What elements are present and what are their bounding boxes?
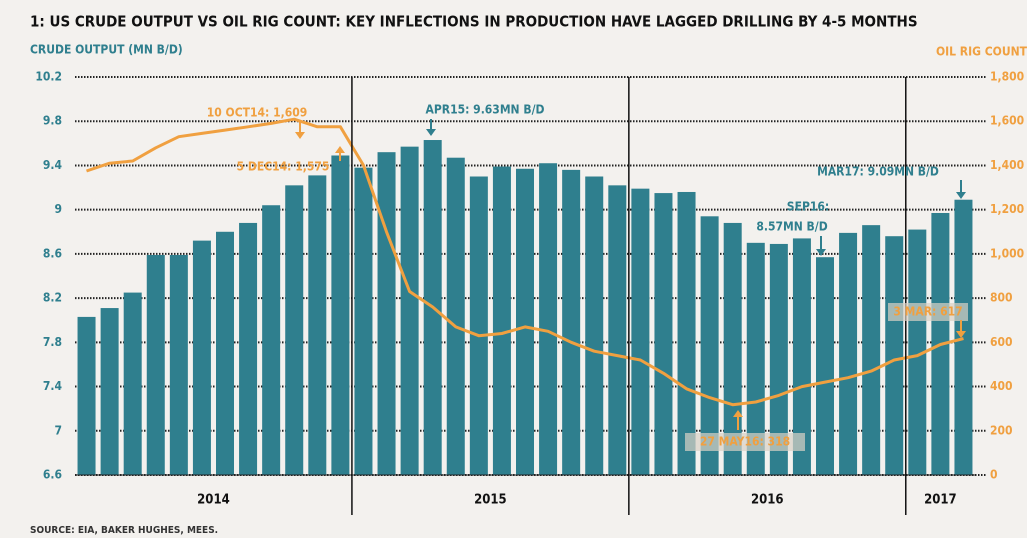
y2-tick-label: 400 <box>990 379 1013 393</box>
annotation: APR15: 9.63MN B/D <box>426 103 545 117</box>
y2-tick-label: 1,600 <box>990 114 1024 128</box>
bar <box>700 216 719 476</box>
bar <box>631 188 650 475</box>
y-tick-label: 8.6 <box>43 246 62 260</box>
bar <box>792 238 811 475</box>
bar <box>769 243 788 475</box>
y-tick-label: 9.4 <box>43 158 63 172</box>
bar <box>331 155 350 475</box>
annotation: 8.57MN B/D <box>756 220 827 234</box>
chart-title: 1: US CRUDE OUTPUT VS OIL RIG COUNT: KEY… <box>30 13 918 31</box>
y-axis-label: CRUDE OUTPUT (MN B/D) <box>30 43 183 57</box>
y2-tick-label: 1,200 <box>990 202 1024 216</box>
y-tick-label: 10.2 <box>35 70 62 84</box>
y2-tick-label: 1,400 <box>990 158 1024 172</box>
annotation: MAR17: 9.09MN B/D <box>817 165 939 179</box>
bar <box>446 157 465 475</box>
annotation-bg <box>685 433 805 451</box>
bar <box>400 146 419 475</box>
annotation-bg <box>888 303 968 321</box>
bar <box>169 254 188 475</box>
annotation-arrowhead <box>733 410 743 417</box>
y2-tick-label: 0 <box>990 468 998 482</box>
bar <box>77 316 96 475</box>
bar <box>516 168 534 475</box>
y-tick-label: 7.8 <box>43 335 62 349</box>
annotation-arrowhead <box>956 192 966 199</box>
y-tick-label: 6.6 <box>43 468 62 482</box>
x-year-label: 2015 <box>474 493 507 508</box>
bar <box>908 229 927 475</box>
y2-tick-label: 800 <box>990 291 1013 305</box>
annotation-arrowhead <box>956 331 966 338</box>
y2-axis-label: OIL RIG COUNT <box>936 45 1027 59</box>
annotation: SEP16: <box>787 200 829 214</box>
bar <box>285 185 304 475</box>
annotation: 5 DEC14: 1,575 <box>237 160 330 174</box>
bar <box>839 232 858 475</box>
y-tick-label: 7.4 <box>43 379 63 393</box>
bar <box>492 166 511 476</box>
y2-tick-label: 1,000 <box>990 246 1024 260</box>
bar <box>262 205 281 475</box>
y-tick-label: 7 <box>54 423 62 437</box>
annotation-arrowhead <box>816 249 826 256</box>
bar <box>146 254 165 475</box>
bar <box>746 242 765 475</box>
annotation-arrowhead <box>295 132 305 139</box>
x-year-label: 2016 <box>751 493 784 508</box>
annotation-arrowhead <box>335 146 345 153</box>
bar <box>608 185 627 475</box>
bar <box>308 175 327 475</box>
annotation: 27 MAY16: 318 <box>700 435 790 449</box>
bar <box>654 193 673 476</box>
bar <box>469 176 488 475</box>
bar <box>539 163 558 475</box>
rig-count-line <box>86 117 964 407</box>
bar <box>192 240 211 475</box>
y-tick-label: 8.2 <box>43 291 62 305</box>
source: SOURCE: EIA, BAKER HUGHES, MEES. <box>30 525 218 536</box>
bar <box>585 176 604 475</box>
annotation: 10 OCT14: 1,609 <box>207 106 308 120</box>
bar <box>816 257 834 475</box>
x-year-label: 2017 <box>924 493 957 508</box>
bar <box>354 167 373 475</box>
y2-tick-label: 1,800 <box>990 70 1024 84</box>
annotation: 3 MAR: 617 <box>893 305 962 319</box>
y-tick-label: 9 <box>54 202 62 216</box>
bar <box>377 152 396 475</box>
annotation-arrowhead <box>426 129 436 136</box>
bar <box>885 236 904 475</box>
bar <box>123 292 142 475</box>
bar <box>100 308 119 475</box>
bar <box>239 222 258 475</box>
bar <box>954 199 973 475</box>
x-year-label: 2014 <box>197 493 230 508</box>
y-tick-label: 9.8 <box>43 114 62 128</box>
bar <box>677 191 696 475</box>
bar <box>216 231 234 475</box>
bar <box>562 169 581 475</box>
bar <box>862 225 881 475</box>
y2-tick-label: 600 <box>990 335 1013 349</box>
y2-tick-label: 200 <box>990 423 1013 437</box>
